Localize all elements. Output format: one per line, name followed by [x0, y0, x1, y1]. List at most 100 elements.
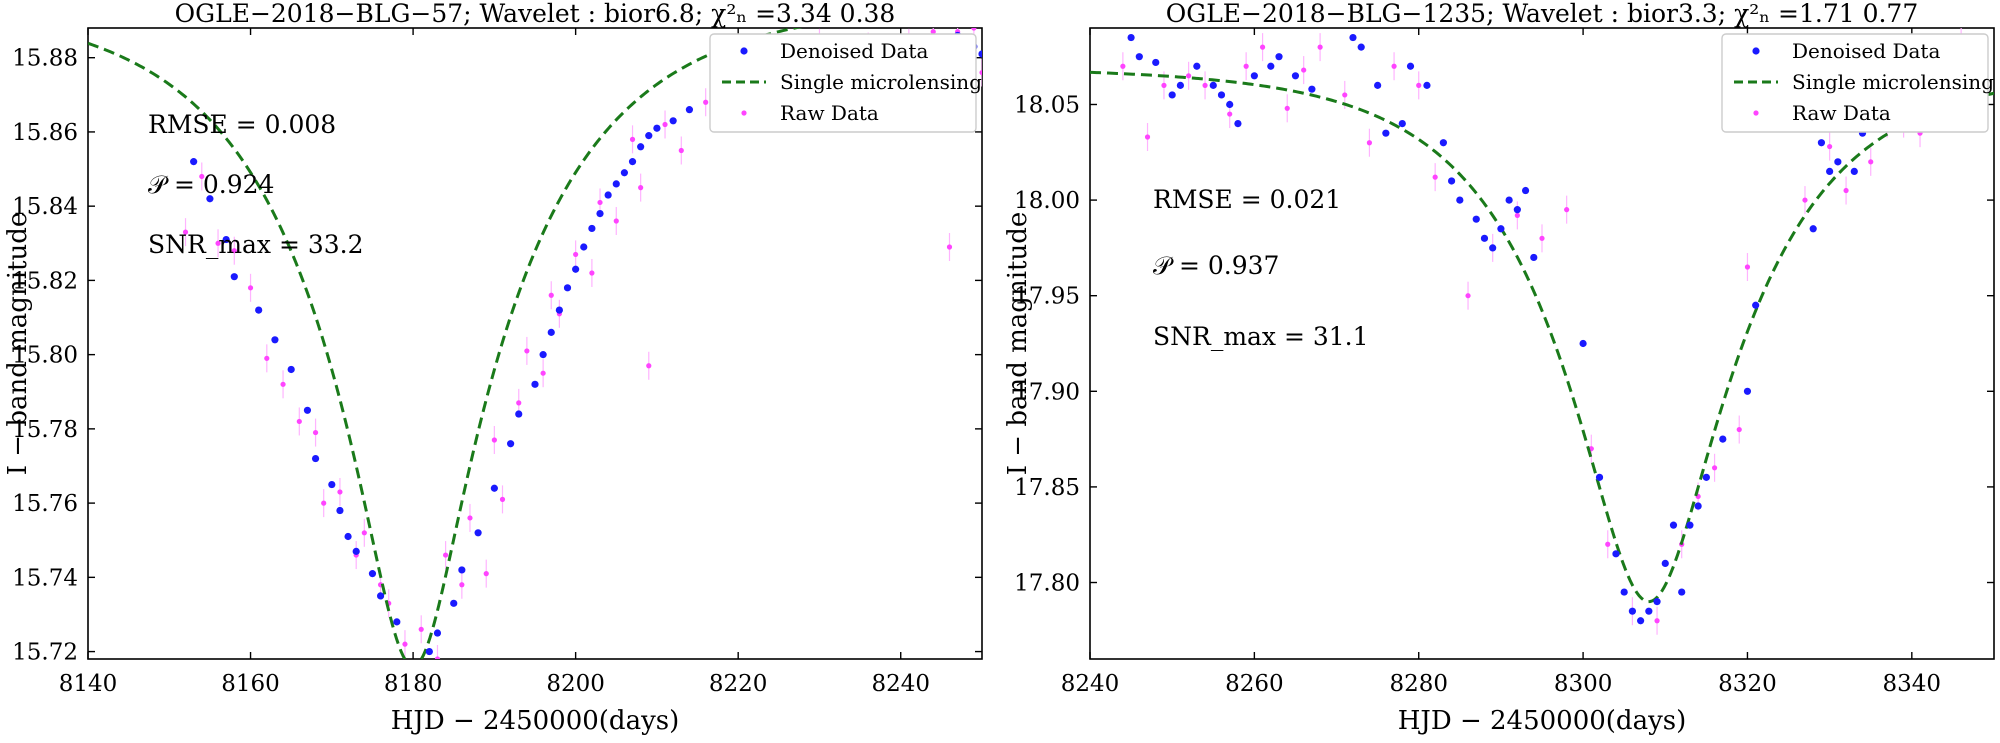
y-tick-label: 15.82	[12, 268, 78, 294]
legend-box	[709, 33, 977, 133]
raw-data-point	[231, 248, 237, 254]
denoised-data-point	[336, 506, 344, 515]
denoised-data-point	[1678, 588, 1686, 596]
legend-swatch	[740, 47, 748, 55]
denoised-data-point	[1505, 196, 1513, 204]
denoised-data-point	[1702, 473, 1710, 481]
y-axis-label: I − band magnitude	[3, 212, 33, 475]
x-tick-label: 8320	[1718, 671, 1777, 697]
raw-data-point	[524, 348, 530, 354]
raw-data-point	[540, 370, 546, 376]
denoised-data-point	[596, 209, 604, 218]
raw-data-point	[573, 251, 579, 258]
annotation-2: SNR_max = 33.2	[148, 230, 364, 259]
denoised-data-point	[1349, 33, 1357, 42]
light-curve-chart-right: OGLE−2018−BLG−1235; Wavelet : bior3.3; χ…	[1003, 0, 1995, 736]
x-tick-label: 8200	[546, 671, 605, 697]
plot-frame	[87, 27, 983, 660]
raw-data-point	[434, 656, 441, 659]
denoised-data-point	[1168, 91, 1176, 99]
denoised-data-point	[1579, 339, 1587, 348]
raw-data-point	[337, 489, 343, 495]
raw-data-point	[499, 496, 506, 502]
denoised-data-point	[653, 124, 661, 132]
y-tick-label: 18.00	[1014, 188, 1080, 214]
legend-label: Denoised Data	[1792, 39, 1940, 63]
y-tick-label: 15.74	[12, 565, 78, 591]
raw-data-point	[1744, 264, 1751, 270]
denoised-data-point	[547, 328, 555, 336]
legend-swatch	[741, 110, 747, 116]
raw-data-point	[1416, 82, 1422, 88]
raw-data-point	[1284, 105, 1290, 111]
denoised-data-point	[303, 406, 312, 414]
denoised-data-point	[1357, 43, 1365, 51]
chart-panel-left: OGLE−2018−BLG−57; Wavelet : bior6.8; χ²ₙ…	[0, 0, 1000, 739]
y-axis-label: I − band magnitude	[1003, 212, 1033, 475]
y-tick-label: 17.85	[1014, 475, 1080, 501]
raw-data-point	[459, 582, 465, 588]
denoised-data-point	[1661, 559, 1669, 567]
denoised-data-point	[1209, 81, 1217, 89]
denoised-data-point	[393, 618, 401, 626]
legend-label: Single microlensing	[1792, 70, 1994, 94]
light-curve-chart-left: OGLE−2018−BLG−57; Wavelet : bior6.8; χ²ₙ…	[3, 0, 983, 736]
denoised-data-point	[612, 180, 620, 188]
denoised-data-point	[572, 265, 580, 273]
denoised-data-point	[1817, 139, 1826, 147]
legend-label: Single microlensing	[780, 70, 982, 94]
x-tick-label: 8300	[1554, 671, 1613, 697]
chart-title: OGLE−2018−BLG−57; Wavelet : bior6.8; χ²ₙ…	[175, 0, 896, 28]
legend-label: Denoised Data	[780, 39, 928, 63]
x-axis-label: HJD − 2450000(days)	[391, 706, 680, 736]
denoised-data-point	[539, 351, 547, 359]
denoised-data-point	[531, 380, 539, 388]
denoised-data-point	[1423, 81, 1431, 89]
denoised-data-point	[1637, 617, 1645, 625]
denoised-data-point	[490, 484, 498, 492]
raw-data-point	[1202, 82, 1208, 88]
raw-data-point	[1711, 465, 1718, 471]
chart-panel-right: OGLE−2018−BLG−1235; Wavelet : bior3.3; χ…	[1000, 0, 2000, 739]
raw-data-point	[1868, 159, 1874, 165]
raw-data-point	[629, 136, 636, 142]
denoised-data-point	[255, 306, 263, 314]
denoised-data-point	[1267, 62, 1275, 70]
denoised-data-point	[1234, 120, 1242, 128]
raw-data-point	[418, 626, 424, 632]
denoised-data-point	[1308, 85, 1316, 93]
raw-data-point	[646, 363, 652, 369]
raw-data-point	[1802, 197, 1808, 203]
denoised-data-point	[1489, 244, 1497, 252]
raw-data-point	[1227, 111, 1233, 117]
raw-data-point	[1736, 426, 1742, 433]
raw-data-point	[613, 218, 619, 224]
raw-data-point	[215, 240, 221, 246]
raw-data-point	[1342, 92, 1348, 98]
denoised-data-point	[1127, 33, 1135, 42]
x-tick-label: 8180	[384, 671, 443, 697]
plot-area	[1090, 28, 1994, 635]
y-tick-label: 15.76	[12, 491, 78, 517]
raw-data-point	[1843, 187, 1849, 194]
raw-data-point	[971, 28, 977, 31]
raw-data-point	[1259, 44, 1266, 50]
denoised-data-point	[1628, 607, 1636, 615]
raw-data-point	[402, 641, 408, 647]
denoised-data-point	[1834, 158, 1842, 166]
denoised-data-point	[1694, 502, 1702, 510]
raw-data-point	[1514, 212, 1520, 218]
denoised-data-point	[1226, 100, 1234, 109]
x-tick-label: 8240	[1061, 671, 1120, 697]
denoised-data-point	[507, 440, 515, 448]
denoised-data-point	[1135, 53, 1143, 61]
y-tick-label: 15.88	[12, 46, 78, 72]
x-tick-label: 8280	[1389, 671, 1448, 697]
y-tick-label: 17.90	[1014, 379, 1080, 405]
raw-data-point	[182, 229, 189, 235]
x-axis-label: HJD − 2450000(days)	[1398, 706, 1687, 736]
raw-data-point	[1317, 44, 1323, 50]
denoised-data-point	[1480, 234, 1489, 242]
denoised-data-point	[1152, 58, 1160, 67]
denoised-data-point	[1193, 62, 1201, 70]
